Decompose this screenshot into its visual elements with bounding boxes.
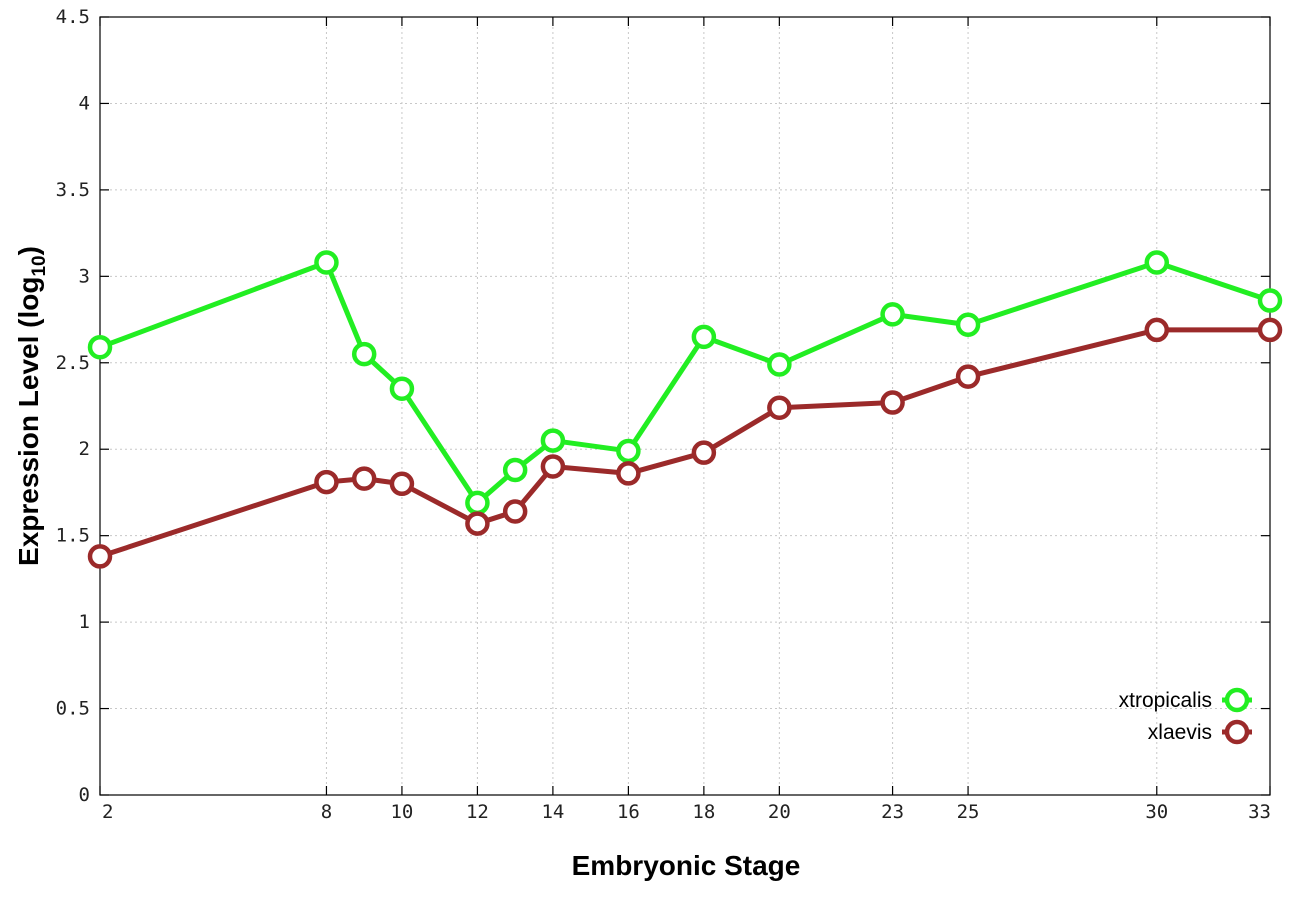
data-point-xlaevis <box>351 466 377 491</box>
legend: xtropicalis xlaevis <box>1119 687 1252 745</box>
data-point-xtropicalis <box>314 250 339 275</box>
data-point-xtropicalis <box>691 324 717 350</box>
data-point-xlaevis <box>767 395 792 420</box>
series-line-xtropicalis <box>99 260 1271 506</box>
series-xtropicalis <box>87 250 1283 516</box>
y-tick-label: 3 <box>79 265 90 287</box>
data-point-xlaevis <box>502 499 528 524</box>
legend-entry-xlaevis: xlaevis <box>1148 719 1252 745</box>
data-point-xtropicalis <box>767 352 792 377</box>
y-axis-title-subscript: 10 <box>29 255 50 276</box>
y-tick-label: 3.5 <box>56 179 90 201</box>
legend-label: xtropicalis <box>1119 689 1212 712</box>
grid-lines <box>100 17 1270 795</box>
data-point-xlaevis <box>616 461 641 486</box>
x-tick-label: 18 <box>692 801 715 823</box>
legend-marker-swatch <box>1224 687 1250 713</box>
y-tick-label: 0 <box>79 784 90 806</box>
data-point-xtropicalis <box>351 341 377 367</box>
x-tick-label: 23 <box>881 801 904 823</box>
data-point-xtropicalis <box>880 302 905 327</box>
data-point-xlaevis <box>691 440 717 465</box>
x-tick-label: 8 <box>321 801 332 823</box>
x-axis-title: Embryonic Stage <box>572 850 801 881</box>
y-tick-label: 4.5 <box>56 6 90 28</box>
data-point-xlaevis <box>1144 317 1170 343</box>
data-point-xtropicalis <box>389 376 415 401</box>
x-tick-label: 20 <box>768 801 791 823</box>
data-point-xlaevis <box>540 454 566 479</box>
data-point-xlaevis <box>880 390 905 415</box>
y-tick-label: 4 <box>79 92 90 114</box>
y-tick-label: 1 <box>79 611 90 633</box>
y-tick-label: 1.5 <box>56 525 90 547</box>
legend-marker-swatch <box>1224 719 1250 745</box>
data-point-xtropicalis <box>465 490 490 516</box>
y-tick-label: 2.5 <box>56 352 90 374</box>
data-point-xlaevis <box>87 544 113 569</box>
data-point-xlaevis <box>314 469 339 495</box>
x-tick-label: 25 <box>957 801 980 823</box>
data-point-xtropicalis <box>502 457 528 483</box>
data-point-xtropicalis <box>540 428 566 453</box>
data-point-xtropicalis <box>1257 288 1283 313</box>
data-point-xtropicalis <box>955 312 981 337</box>
series-xlaevis <box>87 317 1283 569</box>
x-tick-label: 2 <box>102 801 113 823</box>
x-tick-label: 14 <box>541 801 564 823</box>
legend-label: xlaevis <box>1148 721 1212 744</box>
y-tick-labels: 0 0.5 1 1.5 2 2.5 3 3.5 4 4.5 <box>56 6 90 806</box>
x-tick-labels: 2 8 10 12 14 16 18 20 23 25 30 33 <box>102 801 1271 823</box>
series-layer <box>87 250 1283 569</box>
x-tick-label: 12 <box>466 801 489 823</box>
x-tick-label: 33 <box>1248 801 1271 823</box>
data-point-xlaevis <box>1257 317 1283 343</box>
data-point-xtropicalis <box>616 438 641 464</box>
plot-frame <box>99 16 1271 796</box>
x-tick-label: 10 <box>390 801 413 823</box>
y-axis-title-main: Expression Level (log <box>13 277 44 566</box>
y-axis-title-close: ) <box>13 246 44 255</box>
x-tick-label: 16 <box>617 801 640 823</box>
axis-ticks <box>99 16 1271 796</box>
x-tick-label: 30 <box>1145 801 1168 823</box>
data-point-xtropicalis <box>87 334 113 360</box>
data-point-xlaevis <box>389 471 415 497</box>
legend-entry-xtropicalis: xtropicalis <box>1119 687 1252 713</box>
y-tick-label: 0.5 <box>56 698 90 720</box>
data-point-xlaevis <box>955 364 981 389</box>
y-tick-label: 2 <box>79 438 90 460</box>
data-point-xtropicalis <box>1144 250 1170 275</box>
data-point-xlaevis <box>465 511 490 536</box>
y-axis-title: Expression Level (log10) <box>13 246 50 566</box>
